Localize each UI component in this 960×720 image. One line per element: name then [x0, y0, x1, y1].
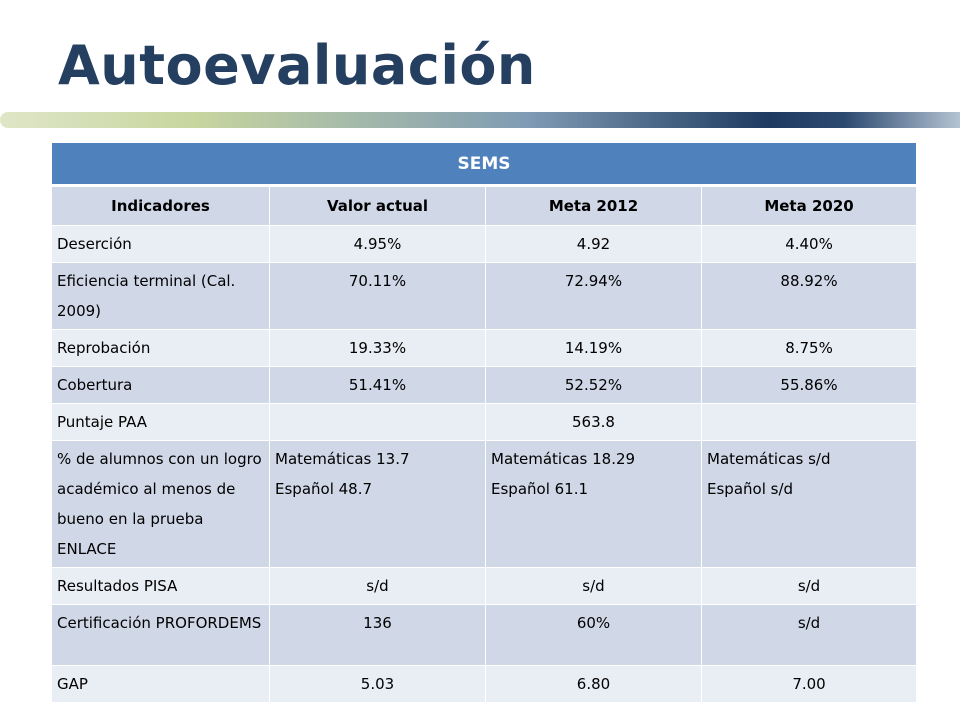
row-label: Reprobación [51, 329, 270, 367]
table-row: Puntaje PAA 563.8 [51, 403, 918, 441]
cell-meta-2012: 14.19% [485, 329, 702, 367]
table-row: Resultados PISA s/d s/d s/d [51, 567, 918, 605]
cell-meta-2020: s/d [700, 604, 918, 666]
cell-meta-2012: 72.94% [485, 262, 702, 330]
table-row: % de alumnos con un logro académico al m… [51, 440, 918, 568]
cell-meta-2012: 4.92 [485, 225, 702, 263]
cell-meta-2012: Matemáticas 18.29 Español 61.1 [485, 440, 702, 568]
table-row: Deserción 4.95% 4.92 4.40% [51, 225, 918, 263]
cell-meta-2012: s/d [485, 567, 702, 605]
table-row: Reprobación 19.33% 14.19% 8.75% [51, 329, 918, 367]
column-header-indicadores: Indicadores [51, 184, 270, 226]
table-row: Cobertura 51.41% 52.52% 55.86% [51, 366, 918, 404]
cell-meta-2020: 55.86% [700, 366, 918, 404]
row-label: Certificación PROFORDEMS [51, 604, 270, 666]
table-row: Certificación PROFORDEMS 136 60% s/d [51, 604, 918, 666]
cell-valor-actual: s/d [269, 567, 486, 605]
row-label: % de alumnos con un logro académico al m… [51, 440, 270, 568]
cell-meta-2020: 88.92% [700, 262, 918, 330]
cell-meta-2012: 6.80 [485, 665, 702, 703]
column-header-valor-actual: Valor actual [269, 184, 486, 226]
row-label: Resultados PISA [51, 567, 270, 605]
title-divider-bar [0, 112, 960, 128]
cell-meta-2020: 8.75% [700, 329, 918, 367]
cell-valor-actual: 70.11% [269, 262, 486, 330]
cell-meta-2020: 7.00 [700, 665, 918, 703]
cell-meta-2020: s/d [700, 567, 918, 605]
cell-meta-2020: 4.40% [700, 225, 918, 263]
cell-valor-actual: 51.41% [269, 366, 486, 404]
cell-line-espanol: Español 61.1 [491, 480, 589, 498]
cell-valor-actual: 19.33% [269, 329, 486, 367]
cell-line-espanol: Español 48.7 [275, 480, 373, 498]
table-row: Eficiencia terminal (Cal. 2009) 70.11% 7… [51, 262, 918, 330]
cell-valor-actual [269, 403, 486, 441]
cell-line-matematicas: Matemáticas s/d [707, 450, 831, 468]
cell-meta-2012: 52.52% [485, 366, 702, 404]
table-caption: SEMS [50, 142, 918, 186]
cell-meta-2012: 60% [485, 604, 702, 666]
cell-valor-actual: 5.03 [269, 665, 486, 703]
cell-meta-2012: 563.8 [485, 403, 702, 441]
column-header-meta-2020: Meta 2020 [700, 184, 918, 226]
sems-indicators-table: SEMS Indicadores Valor actual Meta 2012 … [50, 142, 918, 703]
row-label: Puntaje PAA [51, 403, 270, 441]
column-header-meta-2012: Meta 2012 [485, 184, 702, 226]
cell-line-matematicas: Matemáticas 13.7 [275, 450, 410, 468]
cell-valor-actual: Matemáticas 13.7 Español 48.7 [269, 440, 486, 568]
cell-meta-2020: Matemáticas s/d Español s/d [700, 440, 918, 568]
cell-line-espanol: Español s/d [707, 480, 794, 498]
row-label: GAP [51, 665, 270, 703]
cell-valor-actual: 136 [269, 604, 486, 666]
row-label: Deserción [51, 225, 270, 263]
cell-valor-actual: 4.95% [269, 225, 486, 263]
cell-meta-2020 [700, 403, 918, 441]
page-title: Autoevaluación [58, 34, 536, 97]
row-label: Cobertura [51, 366, 270, 404]
row-label: Eficiencia terminal (Cal. 2009) [51, 262, 270, 330]
cell-line-matematicas: Matemáticas 18.29 [491, 450, 636, 468]
table-row: GAP 5.03 6.80 7.00 [51, 665, 918, 703]
